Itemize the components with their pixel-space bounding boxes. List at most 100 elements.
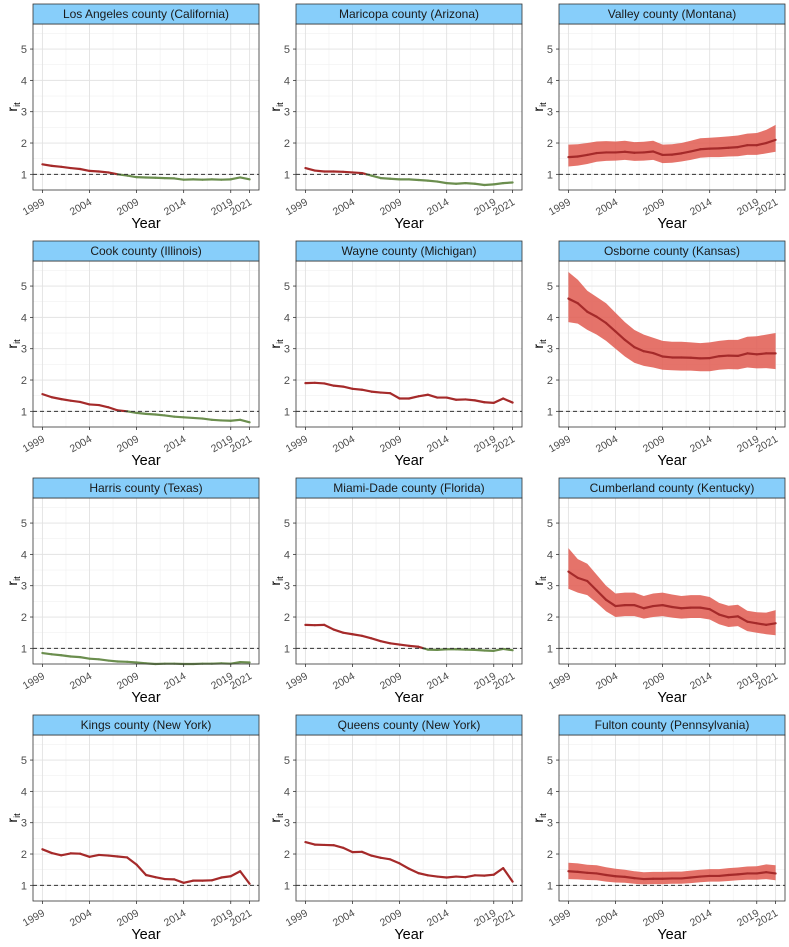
series-line-segment — [717, 146, 730, 150]
series-line-segment — [736, 352, 749, 358]
series-line-segment — [407, 867, 420, 875]
series-line-segment — [389, 392, 401, 400]
series-line-segment — [680, 606, 692, 610]
series-line-segment — [154, 876, 166, 881]
y-axis-title-subscript: it — [538, 102, 548, 107]
y-axis-title: rit — [5, 102, 22, 112]
series-line-segment — [604, 873, 617, 878]
y-tick-label: 2 — [284, 612, 290, 624]
chart-panel: Los Angeles county (California) 1 2 3 4 5 1999… — [5, 3, 260, 232]
y-tick-label: 1 — [21, 880, 27, 892]
chart-panel: Queens county (New York) 1 2 3 4 5 1999 2004 200… — [268, 714, 523, 943]
series-line-segment — [492, 867, 505, 876]
x-tick-label: 1999 — [21, 670, 47, 692]
x-tick-label: 2004 — [594, 907, 620, 929]
series-line-segment — [567, 155, 579, 159]
x-axis-title: Year — [131, 216, 160, 232]
x-tick-label: 1999 — [547, 433, 573, 455]
confidence-band — [568, 548, 776, 636]
x-tick-label: 2009 — [641, 433, 667, 455]
series-line-segment — [407, 178, 420, 182]
x-axis-title: Year — [657, 927, 686, 943]
series-line-segment — [604, 321, 617, 333]
series-line-segment — [88, 853, 101, 858]
series-line-segment — [502, 181, 514, 185]
series-line-segment — [699, 874, 711, 878]
series-line-segment — [483, 183, 495, 187]
series-line-segment — [755, 141, 768, 147]
series-line-segment — [633, 877, 645, 881]
panel-title: Valley county (Montana) — [608, 7, 737, 21]
y-tick-label: 1 — [547, 880, 553, 892]
y-tick-label: 3 — [547, 107, 553, 119]
x-tick-label: 2021 — [754, 907, 780, 929]
x-tick-label: 2014 — [688, 196, 714, 218]
x-tick-label: 2004 — [68, 433, 94, 455]
series-line-segment — [614, 875, 627, 878]
x-tick-label: 2014 — [688, 670, 714, 692]
x-tick-label: 1999 — [284, 196, 310, 218]
series-line-segment — [97, 853, 110, 857]
series-line-segment — [389, 642, 401, 646]
panel-strip — [558, 714, 786, 736]
x-tick-label: 1999 — [284, 670, 310, 692]
series-line-segment — [97, 170, 110, 174]
y-axis-title-subscript: it — [538, 339, 548, 344]
series-line-segment — [502, 867, 514, 883]
series-line-segment — [746, 620, 758, 625]
x-tick-label: 1999 — [284, 907, 310, 929]
x-tick-label: 2004 — [594, 670, 620, 692]
series-line-segment — [173, 415, 185, 419]
series-line-segment — [182, 879, 195, 884]
series-line-segment — [492, 397, 505, 404]
x-tick-label: 2009 — [378, 907, 404, 929]
series-line-segment — [652, 604, 664, 608]
x-tick-label: 2021 — [754, 670, 780, 692]
x-tick-label: 2021 — [491, 907, 517, 929]
series-line-segment — [69, 166, 82, 171]
x-tick-label: 2014 — [425, 433, 451, 455]
y-axis-title-subscript: it — [12, 576, 22, 581]
series-line-segment — [717, 354, 730, 358]
series-line-segment — [689, 875, 702, 879]
series-line-segment — [576, 153, 589, 158]
series-line-segment — [107, 406, 119, 412]
x-tick-label: 1999 — [547, 907, 573, 929]
series-line-segment — [78, 852, 91, 858]
y-tick-label: 5 — [547, 44, 553, 56]
series-line-segment — [436, 648, 448, 652]
x-tick-label: 1999 — [21, 433, 47, 455]
y-tick-label: 3 — [284, 581, 290, 593]
chart-panel: Fulton county (Pennsylvania) 1 2 3 4 5 1999 200… — [531, 714, 786, 943]
panel-strip — [558, 477, 786, 499]
series-line-segment — [642, 604, 655, 610]
series-line-segment — [60, 654, 72, 658]
panel-strip — [295, 477, 523, 499]
series-line-segment — [173, 878, 185, 884]
y-axis-title: rit — [268, 339, 285, 349]
x-tick-label: 1999 — [547, 196, 573, 218]
chart-panel: Cook county (Illinois) 1 2 3 4 5 1999 2004 2009 2… — [5, 240, 260, 469]
confidence-band — [568, 124, 776, 167]
x-tick-label: 2009 — [115, 196, 141, 218]
y-axis-title: rit — [531, 576, 548, 586]
x-tick-label: 1999 — [284, 433, 310, 455]
series-line-segment — [304, 166, 316, 172]
series-line-segment — [586, 579, 598, 592]
x-axis-title: Year — [394, 690, 423, 706]
panel-strip — [32, 3, 260, 25]
series-line-segment — [736, 615, 749, 623]
series-line-segment — [567, 570, 579, 579]
confidence-band — [568, 862, 776, 885]
x-tick-label: 2021 — [491, 196, 517, 218]
series-line-segment — [126, 410, 138, 415]
x-axis-title: Year — [657, 690, 686, 706]
x-tick-label: 2004 — [594, 196, 620, 218]
series-line-segment — [473, 182, 486, 187]
x-tick-label: 2009 — [641, 196, 667, 218]
y-tick-label: 3 — [21, 581, 27, 593]
x-tick-label: 2021 — [754, 196, 780, 218]
series-line-segment — [708, 608, 721, 616]
y-tick-label: 2 — [284, 138, 290, 150]
series-line-segment — [595, 151, 608, 155]
